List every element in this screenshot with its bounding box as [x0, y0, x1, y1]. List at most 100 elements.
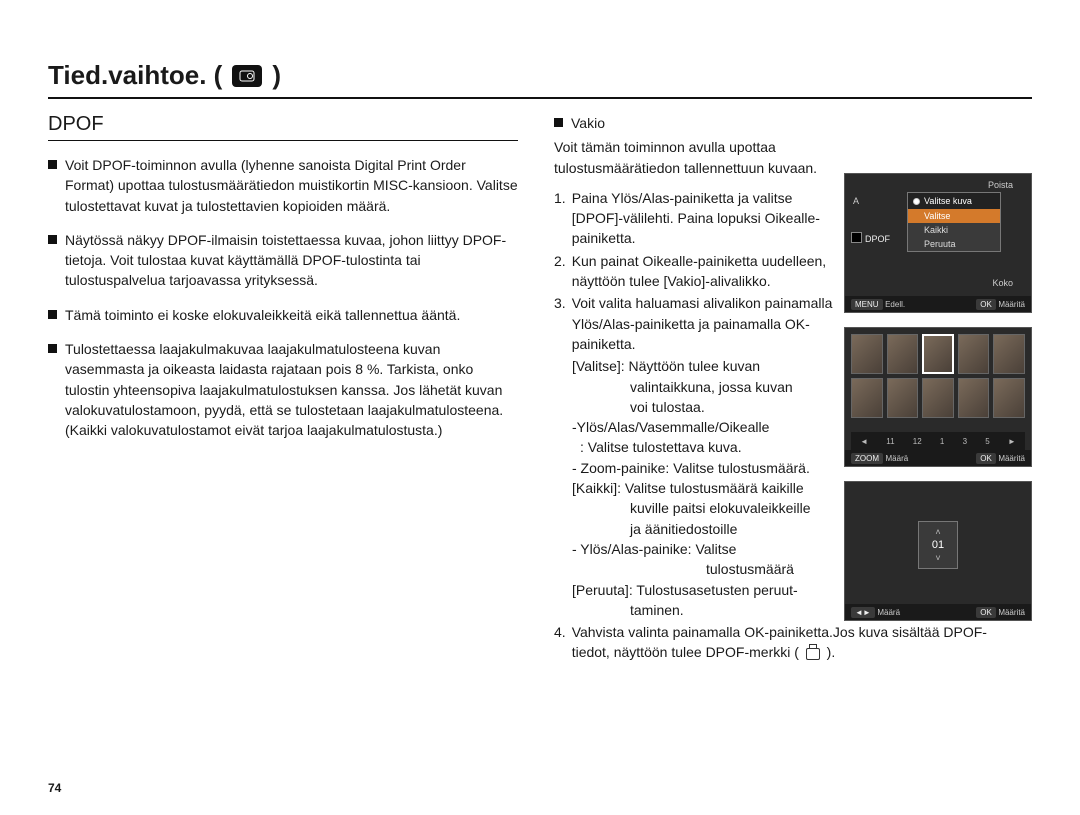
- thumbnail: [993, 334, 1025, 374]
- option-line: [Kaikki]: Valitse tulostusmäärä kaikille: [554, 478, 844, 498]
- footer-left: MENU Edell.: [851, 299, 905, 309]
- right-column: Vakio Voit tämän toiminnon avulla upotta…: [554, 113, 1032, 665]
- step-text: Kun painat Oikealle-painiketta uudelleen…: [572, 251, 844, 292]
- chevron-down-icon: ˅: [935, 553, 940, 563]
- step-text: Voit valita haluamasi alivalikon painama…: [572, 293, 844, 354]
- step-number: 3.: [554, 293, 566, 354]
- option-line: valintaikkuna, jossa kuvan: [554, 377, 844, 397]
- bullet-text: Näytössä näkyy DPOF-ilmaisin toistettaes…: [65, 230, 518, 291]
- thumbnail: [887, 334, 919, 374]
- bullet-text: Tämä toiminto ei koske elokuvaleikkeitä …: [65, 305, 460, 325]
- submenu-option: Valitse: [908, 209, 1000, 223]
- option-line: [Peruuta]: Tulostusasetusten peruut-: [554, 580, 844, 600]
- content-columns: DPOF Voit DPOF-toiminnon avulla (lyhenne…: [48, 113, 1032, 665]
- camera-screenshot-thumbnails: ◄ 11 12 1 3 5 ► ZOOM Määrä OK Määritä: [844, 327, 1032, 467]
- step-item: 1. Paina Ylös/Alas-painiketta ja valitse…: [554, 188, 844, 249]
- footer-label: Määritä: [998, 454, 1025, 463]
- step-text: Vahvista valinta painamalla OK-painikett…: [572, 622, 1024, 663]
- step-text: Paina Ylös/Alas-painiketta ja valitse [D…: [572, 188, 844, 249]
- settings-card-icon: [232, 65, 262, 87]
- menu-side-label: Poista: [988, 180, 1013, 190]
- footer-left: ZOOM Määrä: [851, 453, 908, 463]
- option-line: tulostusmäärä: [554, 559, 844, 579]
- footer-key: ZOOM: [851, 453, 883, 464]
- film-num: 5: [985, 437, 989, 446]
- bullet-item: Näytössä näkyy DPOF-ilmaisin toistettaes…: [48, 230, 518, 291]
- radio-icon: [913, 198, 920, 205]
- step-item: 4. Vahvista valinta painamalla OK-painik…: [554, 622, 1024, 663]
- option-line: ja äänitiedostoille: [554, 519, 844, 539]
- page-number: 74: [48, 781, 61, 795]
- chevron-right-icon: ►: [1008, 437, 1016, 446]
- step4-close: ).: [827, 644, 836, 660]
- thumbnail: [851, 334, 883, 374]
- dpof-tab-icon: [851, 232, 862, 243]
- footer-key: OK: [976, 299, 996, 310]
- square-bullet-icon: [48, 310, 57, 319]
- footer-key: OK: [976, 453, 996, 464]
- thumbnail: [922, 378, 954, 418]
- thumbnail: [887, 378, 919, 418]
- option-line: [Valitse]: Näyttöön tulee kuvan: [554, 356, 844, 376]
- submenu-box: Valitse kuva Valitse Kaikki Peruuta: [907, 192, 1001, 252]
- film-strip: ◄ 11 12 1 3 5 ►: [851, 432, 1025, 450]
- film-num: 11: [886, 437, 894, 446]
- thumbnail: [958, 334, 990, 374]
- footer-left: ◄► Määrä: [851, 607, 900, 617]
- right-text-block: Vakio Voit tämän toiminnon avulla upotta…: [554, 113, 844, 620]
- option-line: -Ylös/Alas/Vasemmalle/Oikealle: [554, 417, 844, 437]
- thumbnail: [958, 378, 990, 418]
- step-item: 3. Voit valita haluamasi alivalikon pain…: [554, 293, 844, 354]
- square-bullet-icon: [48, 235, 57, 244]
- thumbnail: [993, 378, 1025, 418]
- submenu-title: Valitse kuva: [924, 196, 972, 206]
- title-close: ): [272, 60, 281, 91]
- step-number: 2.: [554, 251, 566, 292]
- bullet-item: Vakio: [554, 113, 844, 133]
- step-item: 2. Kun painat Oikealle-painiketta uudell…: [554, 251, 844, 292]
- bullet-item: Tämä toiminto ei koske elokuvaleikkeitä …: [48, 305, 518, 325]
- bullet-text: Voit DPOF-toiminnon avulla (lyhenne sano…: [65, 155, 518, 216]
- option-line: - Zoom-painike: Valitse tulostusmäärä.: [554, 458, 844, 478]
- screenshot-footer: MENU Edell. OK Määritä: [845, 296, 1031, 312]
- chevron-up-icon: ˄: [935, 527, 940, 537]
- footer-right: OK Määritä: [976, 453, 1025, 463]
- footer-label: Edell.: [885, 300, 905, 309]
- footer-label: Määritä: [998, 300, 1025, 309]
- submenu-option: Peruuta: [908, 237, 1000, 251]
- submenu-option: Kaikki: [908, 223, 1000, 237]
- thumbnail: [851, 378, 883, 418]
- manual-page: Tied.vaihtoe. ( ) DPOF Voit DPOF-toiminn…: [0, 0, 1080, 815]
- step4-text: Vahvista valinta painamalla OK-painikett…: [572, 624, 987, 660]
- submenu-header: Valitse kuva: [908, 193, 1000, 209]
- vakio-label: Vakio: [571, 113, 605, 133]
- figure-stack: Poista A DPOF Koko Valitse kuva Valitse …: [844, 173, 1032, 621]
- menu-side-label: A: [853, 196, 859, 206]
- square-bullet-icon: [48, 160, 57, 169]
- film-num: 12: [913, 437, 922, 446]
- numbered-list: 4. Vahvista valinta painamalla OK-painik…: [554, 622, 1024, 663]
- count-stepper: ˄ 01 ˅: [918, 521, 958, 569]
- bullet-text: Tulostettaessa laajakulmakuvaa laajakulm…: [65, 339, 518, 440]
- bullet-item: Tulostettaessa laajakulmakuvaa laajakulm…: [48, 339, 518, 440]
- step-number: 1.: [554, 188, 566, 249]
- square-bullet-icon: [554, 118, 563, 127]
- screenshot-footer: ZOOM Määrä OK Määritä: [845, 450, 1031, 466]
- film-num: 3: [963, 437, 967, 446]
- menu-side-label: Koko: [992, 278, 1013, 288]
- thumbnail-grid: [851, 334, 1025, 418]
- screenshot-footer: ◄► Määrä OK Määritä: [845, 604, 1031, 620]
- title-text: Tied.vaihtoe. (: [48, 60, 222, 91]
- option-line: - Ylös/Alas-painike: Valitse: [554, 539, 844, 559]
- footer-key: OK: [976, 607, 996, 618]
- footer-right: OK Määritä: [976, 607, 1025, 617]
- footer-label: Määrä: [886, 454, 909, 463]
- chevron-left-icon: ◄: [860, 437, 868, 446]
- option-line: kuville paitsi elokuvaleikkeille: [554, 498, 844, 518]
- footer-label: Määritä: [998, 608, 1025, 617]
- square-bullet-icon: [48, 344, 57, 353]
- page-title: Tied.vaihtoe. ( ): [48, 60, 1032, 99]
- section-heading: DPOF: [48, 113, 518, 141]
- printer-icon: [806, 648, 820, 660]
- footer-key: MENU: [851, 299, 883, 310]
